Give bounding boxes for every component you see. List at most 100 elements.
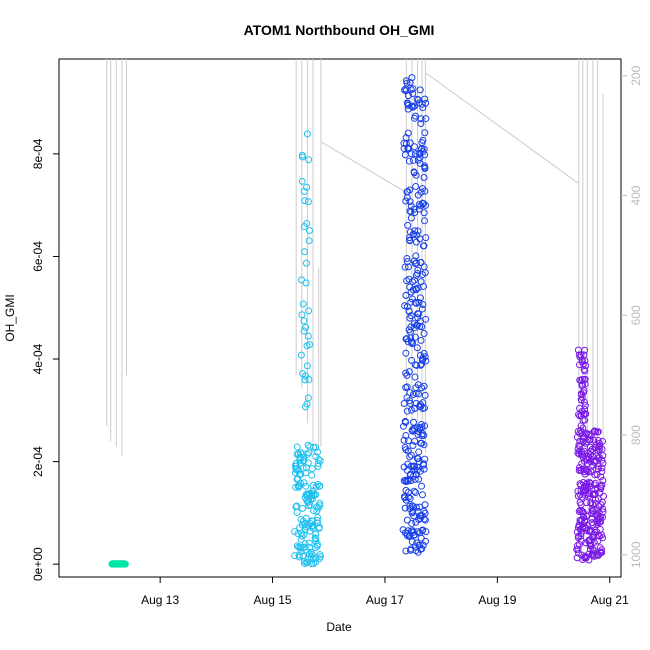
data-point (410, 487, 418, 495)
data-point (422, 99, 430, 107)
data-point (408, 340, 416, 348)
data-point (416, 294, 424, 302)
data-point (574, 492, 582, 500)
data-point (581, 346, 589, 354)
data-point (590, 538, 598, 546)
data-point (577, 532, 585, 540)
data-point (598, 548, 606, 556)
data-point (316, 457, 324, 465)
data-point (582, 362, 590, 370)
data-point (412, 259, 420, 267)
data-point (418, 545, 426, 553)
data-point (594, 428, 602, 436)
data-point (403, 258, 411, 266)
data-point (586, 431, 594, 439)
data-point (599, 534, 607, 542)
chart-title: ATOM1 Northbound OH_GMI (244, 22, 435, 38)
data-point (591, 479, 599, 487)
data-point (296, 543, 304, 551)
data-point (407, 214, 415, 222)
data-point (304, 394, 312, 402)
data-point (594, 447, 602, 454)
data-point (313, 541, 321, 549)
data-point (586, 482, 594, 490)
data-point (409, 103, 417, 111)
data-point (297, 351, 305, 359)
data-points (108, 74, 608, 568)
data-point (410, 512, 418, 520)
data-point (584, 492, 592, 500)
data-point (421, 269, 429, 277)
data-point (404, 221, 412, 229)
data-point (581, 375, 589, 383)
data-point (420, 173, 428, 181)
data-point (298, 532, 306, 540)
data-point (577, 537, 585, 545)
data-point (421, 163, 429, 171)
data-point (598, 464, 606, 472)
data-point (586, 480, 594, 488)
data-point (413, 344, 421, 352)
data-point (582, 430, 590, 438)
data-point (303, 219, 311, 227)
data-point (410, 205, 418, 213)
data-point (415, 99, 423, 107)
data-point (421, 129, 429, 137)
data-point (409, 156, 417, 164)
data-point (598, 445, 606, 453)
data-point (408, 74, 416, 82)
data-point (586, 436, 594, 444)
data-point (597, 483, 605, 491)
data-point (308, 471, 316, 479)
data-point (411, 150, 419, 158)
y2-tick-label: 1000 (629, 541, 643, 568)
axes: 0e+00 2e-04 4e-04 6e-04 8e-04 Aug 13 Aug 15 Aug… (31, 65, 643, 607)
data-point (587, 499, 595, 507)
data-point (419, 541, 427, 549)
y2-tick-label: 200 (629, 65, 643, 85)
data-point (590, 427, 598, 435)
data-point (412, 238, 420, 246)
data-point (420, 465, 428, 473)
data-point (409, 508, 417, 516)
data-point (579, 389, 587, 397)
data-point (402, 291, 410, 299)
data-point (406, 502, 414, 510)
data-point (580, 376, 588, 384)
data-point (295, 551, 303, 559)
y2-tick-label: 800 (629, 425, 643, 445)
data-point (302, 279, 310, 287)
data-point (418, 305, 426, 313)
data-point (306, 341, 314, 349)
y-tick-label: 8e-04 (31, 138, 45, 169)
data-point (316, 499, 324, 507)
data-point (303, 130, 311, 138)
data-point (422, 234, 430, 242)
data-point (293, 443, 301, 451)
data-point (583, 467, 591, 475)
data-point (421, 455, 429, 463)
data-point (599, 452, 607, 460)
data-point (422, 357, 430, 365)
data-point (412, 171, 420, 179)
data-point (298, 276, 306, 284)
y-tick-label: 6e-04 (31, 241, 45, 272)
data-point (299, 300, 307, 308)
data-point (409, 85, 417, 93)
data-point (407, 312, 415, 320)
data-point (405, 157, 413, 165)
data-point (406, 495, 414, 503)
data-point (306, 501, 314, 509)
data-point (314, 480, 322, 488)
data-point (316, 553, 324, 561)
data-point (599, 477, 607, 484)
data-point (595, 445, 603, 453)
data-point (305, 539, 313, 547)
data-point (312, 530, 320, 538)
data-point (402, 349, 410, 357)
data-point (404, 188, 412, 196)
data-point (411, 543, 419, 551)
data-point (411, 333, 419, 341)
data-point (417, 336, 425, 344)
data-point (414, 310, 422, 318)
